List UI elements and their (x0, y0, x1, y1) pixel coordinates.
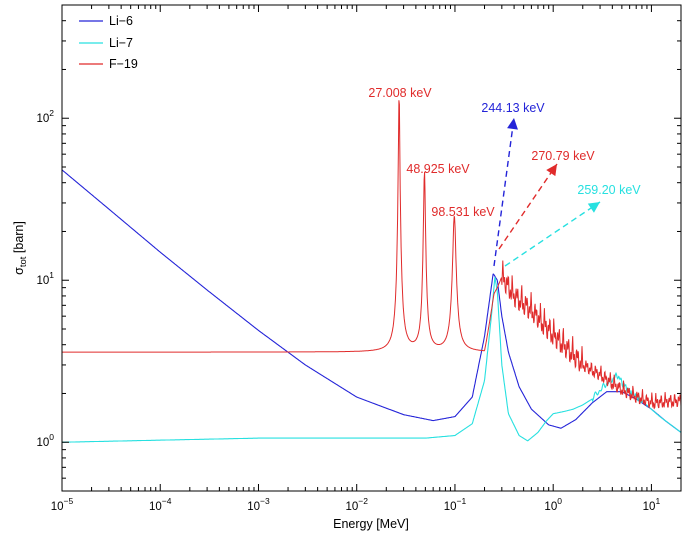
x-tick-label: 10−1 (444, 496, 467, 513)
y-axis-subscript: tot (18, 256, 29, 267)
annotation-label: 244.13 keV (481, 101, 545, 115)
annotation-arrow-head (546, 164, 557, 177)
annotation-layer: 27.008 keV 48.925 keV 98.531 keV 244.13 keV… (368, 86, 641, 267)
x-tick-label: 10−3 (247, 496, 270, 513)
x-tick-label: 10−4 (149, 496, 172, 513)
tick-layer: 10−5 10−4 10−3 10−2 10−1 100 101 100 101 102 (36, 4, 682, 513)
x-axis-title: Energy [MeV] (333, 517, 409, 531)
annotation-label: 27.008 keV (368, 86, 432, 100)
series-layer (62, 100, 681, 443)
legend-label-f19: F−19 (109, 57, 138, 71)
y-tick-label: 100 (36, 432, 54, 449)
plot-frame (61, 4, 682, 492)
annotation-label: 48.925 keV (406, 162, 470, 176)
annotation-arrow-line (504, 201, 601, 267)
x-tick-label: 10−2 (345, 496, 368, 513)
x-tick-label: 100 (544, 496, 562, 513)
y-axis-title: σtot [barn] (12, 221, 29, 275)
x-tick-label: 101 (643, 496, 661, 513)
series-line-li6 (62, 169, 681, 433)
annotation-arrow-line (493, 117, 515, 267)
y-tick-label: 101 (36, 270, 54, 287)
annotation-label: 259.20 keV (577, 183, 641, 197)
annotation-label: 270.79 keV (531, 149, 595, 163)
series-line-f19 (62, 100, 681, 410)
y-axis-unit: [barn] (12, 221, 26, 256)
x-tick-label: 10−5 (51, 496, 74, 513)
series-line-li7 (62, 277, 681, 443)
annotation-arrow-head (587, 202, 600, 213)
legend-label-li7: Li−7 (109, 36, 133, 50)
y-axis-symbol: σ (12, 267, 26, 275)
annotation-label: 98.531 keV (431, 205, 495, 219)
legend-label-li6: Li−6 (109, 14, 133, 28)
legend: Li−6 Li−7 F−19 (79, 14, 138, 71)
plot-area (62, 5, 681, 491)
annotation-arrow-line (498, 163, 558, 250)
annotation-arrow-head (507, 118, 518, 130)
y-tick-label: 102 (36, 108, 54, 125)
